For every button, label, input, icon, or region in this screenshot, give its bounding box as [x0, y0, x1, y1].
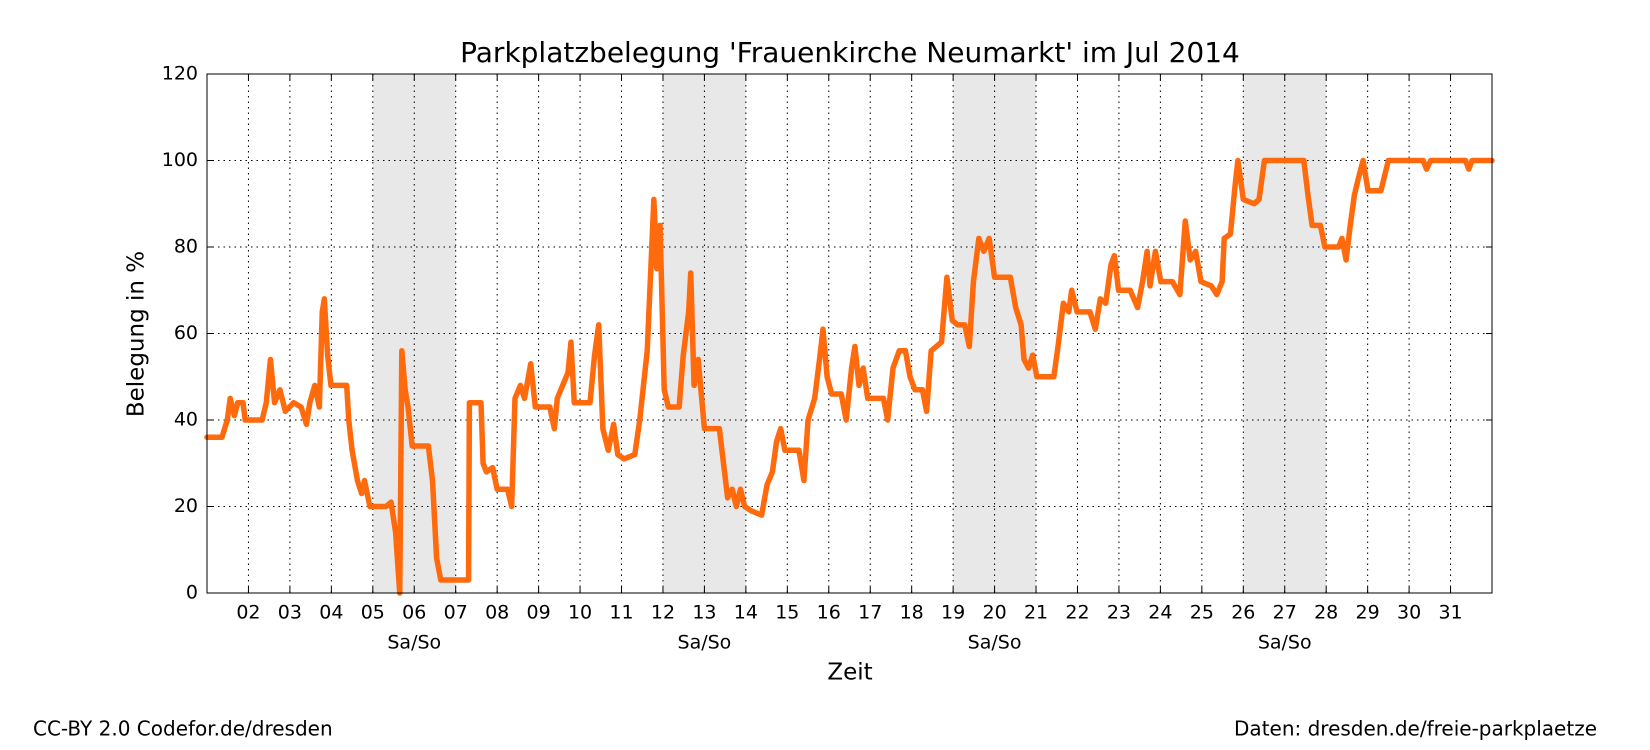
x-tick-label: 21: [1024, 602, 1048, 624]
x-tick-label: 31: [1438, 602, 1462, 624]
x-tick-label: 11: [609, 602, 633, 624]
x-tick-label: 26: [1231, 602, 1255, 624]
x-tick-label: 30: [1397, 602, 1421, 624]
y-tick-label: 0: [186, 582, 198, 604]
x-tick-label: 07: [444, 602, 468, 624]
x-tick-label: 08: [485, 602, 509, 624]
x-tick-label: 09: [527, 602, 551, 624]
y-tick-label: 100: [162, 149, 198, 171]
x-tick-label: 03: [278, 602, 302, 624]
x-tick-label: 18: [900, 602, 924, 624]
x-tick-label: 15: [775, 602, 799, 624]
data-line: [204, 157, 1495, 596]
weekend-label: Sa/So: [1258, 632, 1312, 654]
x-axis-label: Zeit: [827, 660, 872, 686]
chart-title: Parkplatzbelegung 'Frauenkirche Neumarkt…: [460, 36, 1240, 69]
x-tick-label: 24: [1148, 602, 1172, 624]
x-tick-label: 05: [361, 602, 385, 624]
x-tick-label: 25: [1190, 602, 1214, 624]
y-axis-label: Belegung in %: [124, 251, 150, 417]
x-tick-label: 28: [1314, 602, 1338, 624]
y-tick-label: 120: [162, 63, 198, 85]
x-tick-label: 02: [236, 602, 260, 624]
x-tick-label: 20: [982, 602, 1006, 624]
x-tick-label: 27: [1273, 602, 1297, 624]
x-tick-label: 29: [1356, 602, 1380, 624]
x-tick-label: 17: [858, 602, 882, 624]
y-tick-label: 60: [174, 322, 198, 344]
y-tick-label: 20: [174, 495, 198, 517]
y-tick-label: 80: [174, 236, 198, 258]
x-tick-label: 14: [734, 602, 758, 624]
x-tick-label: 19: [941, 602, 965, 624]
x-tick-label: 23: [1107, 602, 1131, 624]
footer-left: CC-BY 2.0 Codefor.de/dresden: [33, 717, 333, 741]
x-tick-label: 10: [568, 602, 592, 624]
x-tick-label: 22: [1065, 602, 1089, 624]
x-tick-label: 12: [651, 602, 675, 624]
weekend-label: Sa/So: [387, 632, 441, 654]
plot-frame: [206, 73, 1493, 594]
weekend-label: Sa/So: [678, 632, 732, 654]
x-tick-label: 16: [817, 602, 841, 624]
x-tick-label: 06: [402, 602, 426, 624]
x-tick-label: 04: [319, 602, 343, 624]
weekend-label: Sa/So: [968, 632, 1022, 654]
y-tick-label: 40: [174, 409, 198, 431]
x-tick-label: 13: [692, 602, 716, 624]
footer-right: Daten: dresden.de/freie-parkplaetze: [1234, 717, 1597, 741]
